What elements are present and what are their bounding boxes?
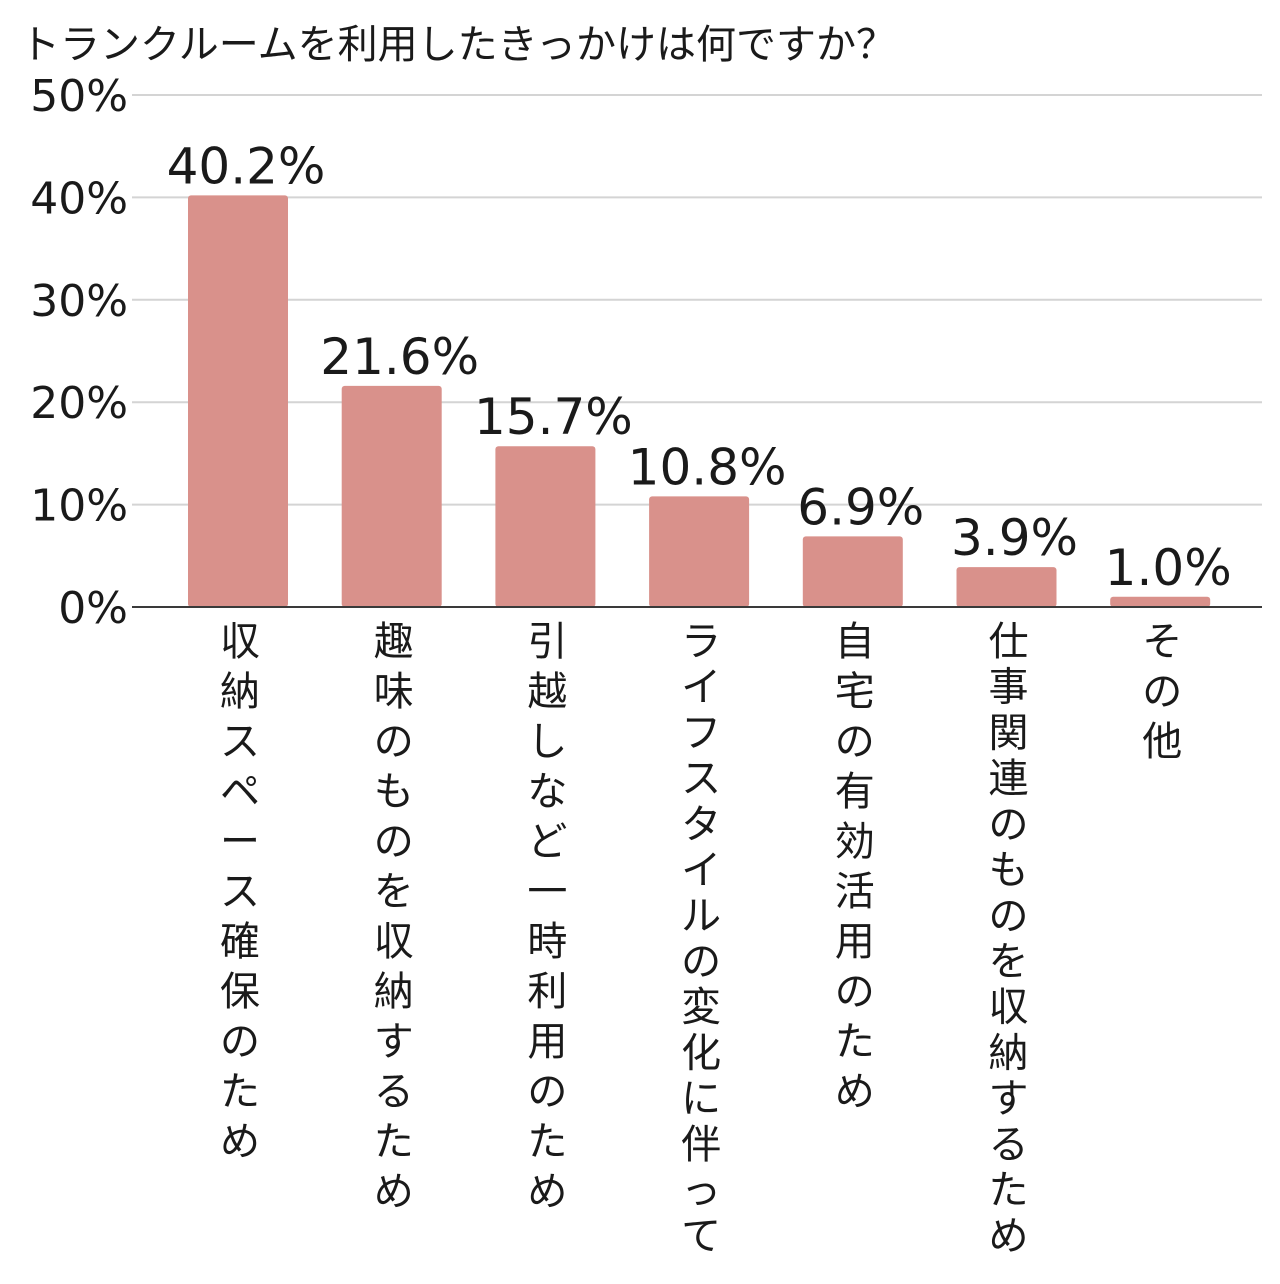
- data-label: 40.2%: [167, 137, 326, 195]
- bar: [802, 536, 903, 607]
- y-tick-label: 50%: [30, 71, 128, 122]
- data-labels: 40.2% 21.6%15.7%10.8%6.9% 3.9% 1.0%: [167, 137, 1232, 596]
- x-tick-label: ライフスタイルの変化に伴って: [681, 619, 721, 1259]
- gridlines: [132, 94, 1262, 506]
- bar: [341, 385, 442, 607]
- y-axis-ticks: 0% 10% 20% 30% 40% 50%: [30, 71, 128, 634]
- bars: [188, 195, 1211, 608]
- data-label: 21.6%: [320, 328, 479, 386]
- x-tick-label: 趣味のものを収納するため: [374, 619, 414, 1215]
- bar: [956, 567, 1057, 607]
- y-tick-label: 30%: [30, 276, 128, 327]
- data-label: 10.8%: [628, 438, 787, 496]
- bar: [1110, 596, 1211, 607]
- y-tick-label: 40%: [30, 173, 128, 224]
- x-tick-label: 引越しなど一時利用のため: [527, 619, 567, 1215]
- bar: [649, 496, 750, 607]
- y-tick-label: 0%: [58, 583, 128, 634]
- bar: [495, 446, 596, 607]
- data-label: 3.9%: [951, 509, 1078, 567]
- x-tick-label: その他: [1142, 619, 1182, 765]
- chart-title: トランクルームを利用したきっかけは何ですか？: [20, 22, 896, 68]
- y-tick-label: 20%: [30, 378, 128, 429]
- x-tick-label: 自宅の有効活用のため: [835, 619, 875, 1115]
- x-tick-label: 仕事関連のものを収納するため: [989, 619, 1029, 1259]
- x-axis-ticks: 収納スペース確保のため 趣味のものを収納するため 引越しなど一時利用のため ライフスタ…: [220, 619, 1182, 1259]
- bar: [188, 195, 288, 608]
- x-tick-label: 収納スペース確保のため: [220, 619, 260, 1165]
- data-label: 1.0%: [1105, 539, 1232, 597]
- y-tick-label: 10%: [30, 481, 128, 532]
- data-label: 6.9%: [797, 478, 924, 536]
- data-label: 15.7%: [474, 388, 633, 446]
